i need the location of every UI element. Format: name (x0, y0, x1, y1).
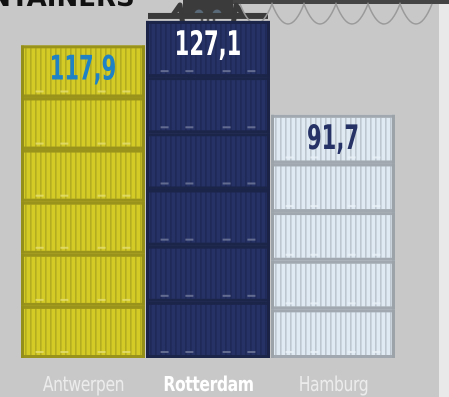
value-label-hamburg: 91,7 (307, 118, 359, 158)
container-bars (21, 20, 395, 358)
container-box (21, 253, 145, 306)
container-box (271, 114, 395, 164)
x-label-hamburg: Hamburg (298, 372, 369, 396)
container-box (271, 163, 395, 213)
container-box (146, 133, 270, 190)
container-box (146, 20, 270, 78)
container-box (21, 201, 145, 254)
container-box (21, 305, 145, 358)
container-box (146, 189, 270, 246)
container-box (146, 77, 270, 134)
chart-title: CONTAINERS (0, 0, 135, 13)
container-box (146, 301, 270, 358)
value-labels: 117,9 127,1 91,7 (50, 24, 359, 158)
edge-strip (439, 0, 449, 397)
value-label-rotterdam: 127,1 (175, 24, 242, 64)
spreader-bar (148, 12, 268, 19)
crane-rail (232, 0, 449, 4)
bar-antwerpen (21, 45, 145, 358)
container-box (271, 309, 395, 358)
bar-hamburg (271, 114, 395, 358)
x-label-rotterdam: Rotterdam (163, 372, 254, 396)
crane-trolley (183, 0, 233, 14)
container-box (21, 97, 145, 150)
container-box (21, 149, 145, 202)
bar-rotterdam (146, 20, 270, 358)
x-label-antwerpen: Antwerpen (42, 372, 125, 396)
festoon-cables (239, 1, 433, 25)
container-box (21, 45, 145, 98)
value-label-antwerpen: 117,9 (50, 48, 117, 88)
container-box (146, 245, 270, 302)
container-box (271, 260, 395, 310)
container-box (271, 212, 395, 261)
